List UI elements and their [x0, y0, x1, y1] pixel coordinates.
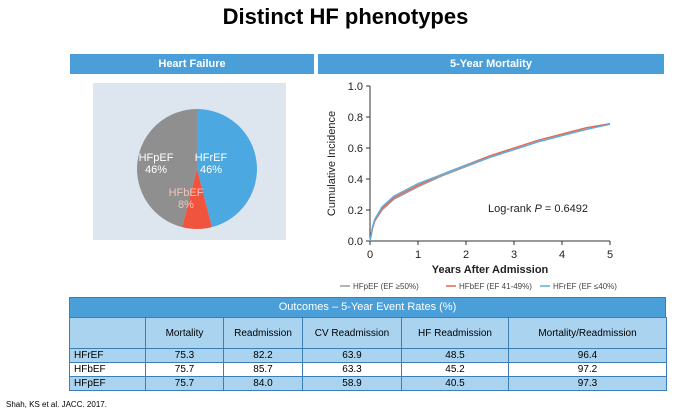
- legend-hfbef: HFbEF (EF 41-49%): [446, 282, 532, 291]
- log-rank-annotation: Log-rank P = 0.6492: [488, 203, 588, 215]
- table-header-row: Mortality Readmission CV Readmission HF …: [69, 317, 667, 349]
- legend-hfpef: HFpEF (EF ≥50%): [340, 282, 419, 291]
- mortality-banner: 5-Year Mortality: [318, 54, 664, 74]
- table-row: HFpEF 75.7 84.0 58.9 40.5 97.3: [69, 376, 667, 391]
- table-cell: 40.5: [401, 376, 509, 391]
- hfref-slice: [197, 109, 257, 228]
- table-row: HFbEF 75.7 85.7 63.3 45.2 97.2: [69, 362, 667, 377]
- x-tick-label: 1: [415, 249, 421, 261]
- table-cell: 63.3: [302, 362, 402, 377]
- outcomes-table: Outcomes – 5-Year Event Rates (%) Mortal…: [69, 297, 667, 391]
- table-header-cell: [69, 317, 146, 349]
- legend-hfbef-label: HFbEF (EF 41-49%): [459, 282, 532, 291]
- table-cell: 58.9: [302, 376, 402, 391]
- table-row: HFrEF 75.3 82.2 63.9 48.5 96.4: [69, 348, 667, 363]
- table-cell: 96.4: [508, 348, 667, 363]
- x-tick-label: 3: [511, 249, 517, 261]
- y-tick-label: 0.0: [348, 236, 363, 248]
- hfpef-value-label: 46%: [145, 164, 167, 176]
- y-tick-label: 0.4: [348, 174, 363, 186]
- hfbef-value-label: 8%: [178, 199, 194, 211]
- table-cell: 75.3: [145, 348, 224, 363]
- legend-hfpef-label: HFpEF (EF ≥50%): [353, 282, 419, 291]
- annotation-p: P: [534, 203, 542, 215]
- y-tick-label: 0.6: [348, 143, 363, 155]
- table-cell: 82.2: [223, 348, 303, 363]
- table-cell: 45.2: [401, 362, 509, 377]
- y-tick-label: 0.8: [348, 112, 363, 124]
- table-cell: 85.7: [223, 362, 303, 377]
- table-cell: 63.9: [302, 348, 402, 363]
- outcomes-table-title: Outcomes – 5-Year Event Rates (%): [69, 297, 666, 317]
- table-header-cell: HF Readmission: [401, 317, 509, 349]
- hfref-label: HFrEF: [195, 152, 228, 164]
- table-header-cell: Readmission: [223, 317, 303, 349]
- hfpef-slice: [137, 109, 197, 228]
- hfbef-label: HFbEF: [169, 187, 204, 199]
- table-cell: 97.2: [508, 362, 667, 377]
- table-header-cell: Mortality/Readmission: [508, 317, 667, 349]
- table-cell: 97.3: [508, 376, 667, 391]
- table-header-cell: CV Readmission: [302, 317, 402, 349]
- hfpef-line: [369, 122, 611, 242]
- x-tick-label: 0: [367, 249, 373, 261]
- citation: Shah, KS et al. JACC. 2017.: [6, 400, 107, 409]
- heart-failure-banner: Heart Failure: [70, 54, 314, 74]
- legend-hfref: HFrEF (EF ≤40%): [540, 282, 617, 291]
- table-row-label: HFbEF: [69, 362, 146, 377]
- y-axis-label: Cumulative Incidence: [326, 111, 338, 216]
- annotation-text: Log-rank: [488, 203, 534, 215]
- table-cell: 75.7: [145, 376, 224, 391]
- annotation-value: = 0.6492: [542, 203, 588, 215]
- legend-hfref-label: HFrEF (EF ≤40%): [553, 282, 617, 291]
- table-cell: 48.5: [401, 348, 509, 363]
- mortality-line-chart: 0.0 0.2 0.4 0.6 0.8 1.0 0 1 2 3 4 5 Years After Admi…: [326, 81, 617, 291]
- hfref-line: [369, 123, 611, 242]
- y-tick-label: 1.0: [348, 81, 363, 93]
- table-header-cell: Mortality: [145, 317, 224, 349]
- x-tick-label: 2: [463, 249, 469, 261]
- table-row-label: HFrEF: [69, 348, 146, 363]
- hfbef-line: [369, 122, 611, 242]
- table-cell: 75.7: [145, 362, 224, 377]
- x-tick-label: 5: [607, 249, 613, 261]
- slide-title: Distinct HF phenotypes: [222, 4, 469, 29]
- x-axis-label: Years After Admission: [432, 264, 549, 276]
- y-tick-label: 0.2: [348, 205, 363, 217]
- table-cell: 84.0: [223, 376, 303, 391]
- hfbef-slice: [182, 169, 212, 229]
- table-row-label: HFpEF: [69, 376, 146, 391]
- x-tick-label: 4: [559, 249, 565, 261]
- hfref-value-label: 46%: [200, 164, 222, 176]
- hfpef-label: HFpEF: [139, 152, 174, 164]
